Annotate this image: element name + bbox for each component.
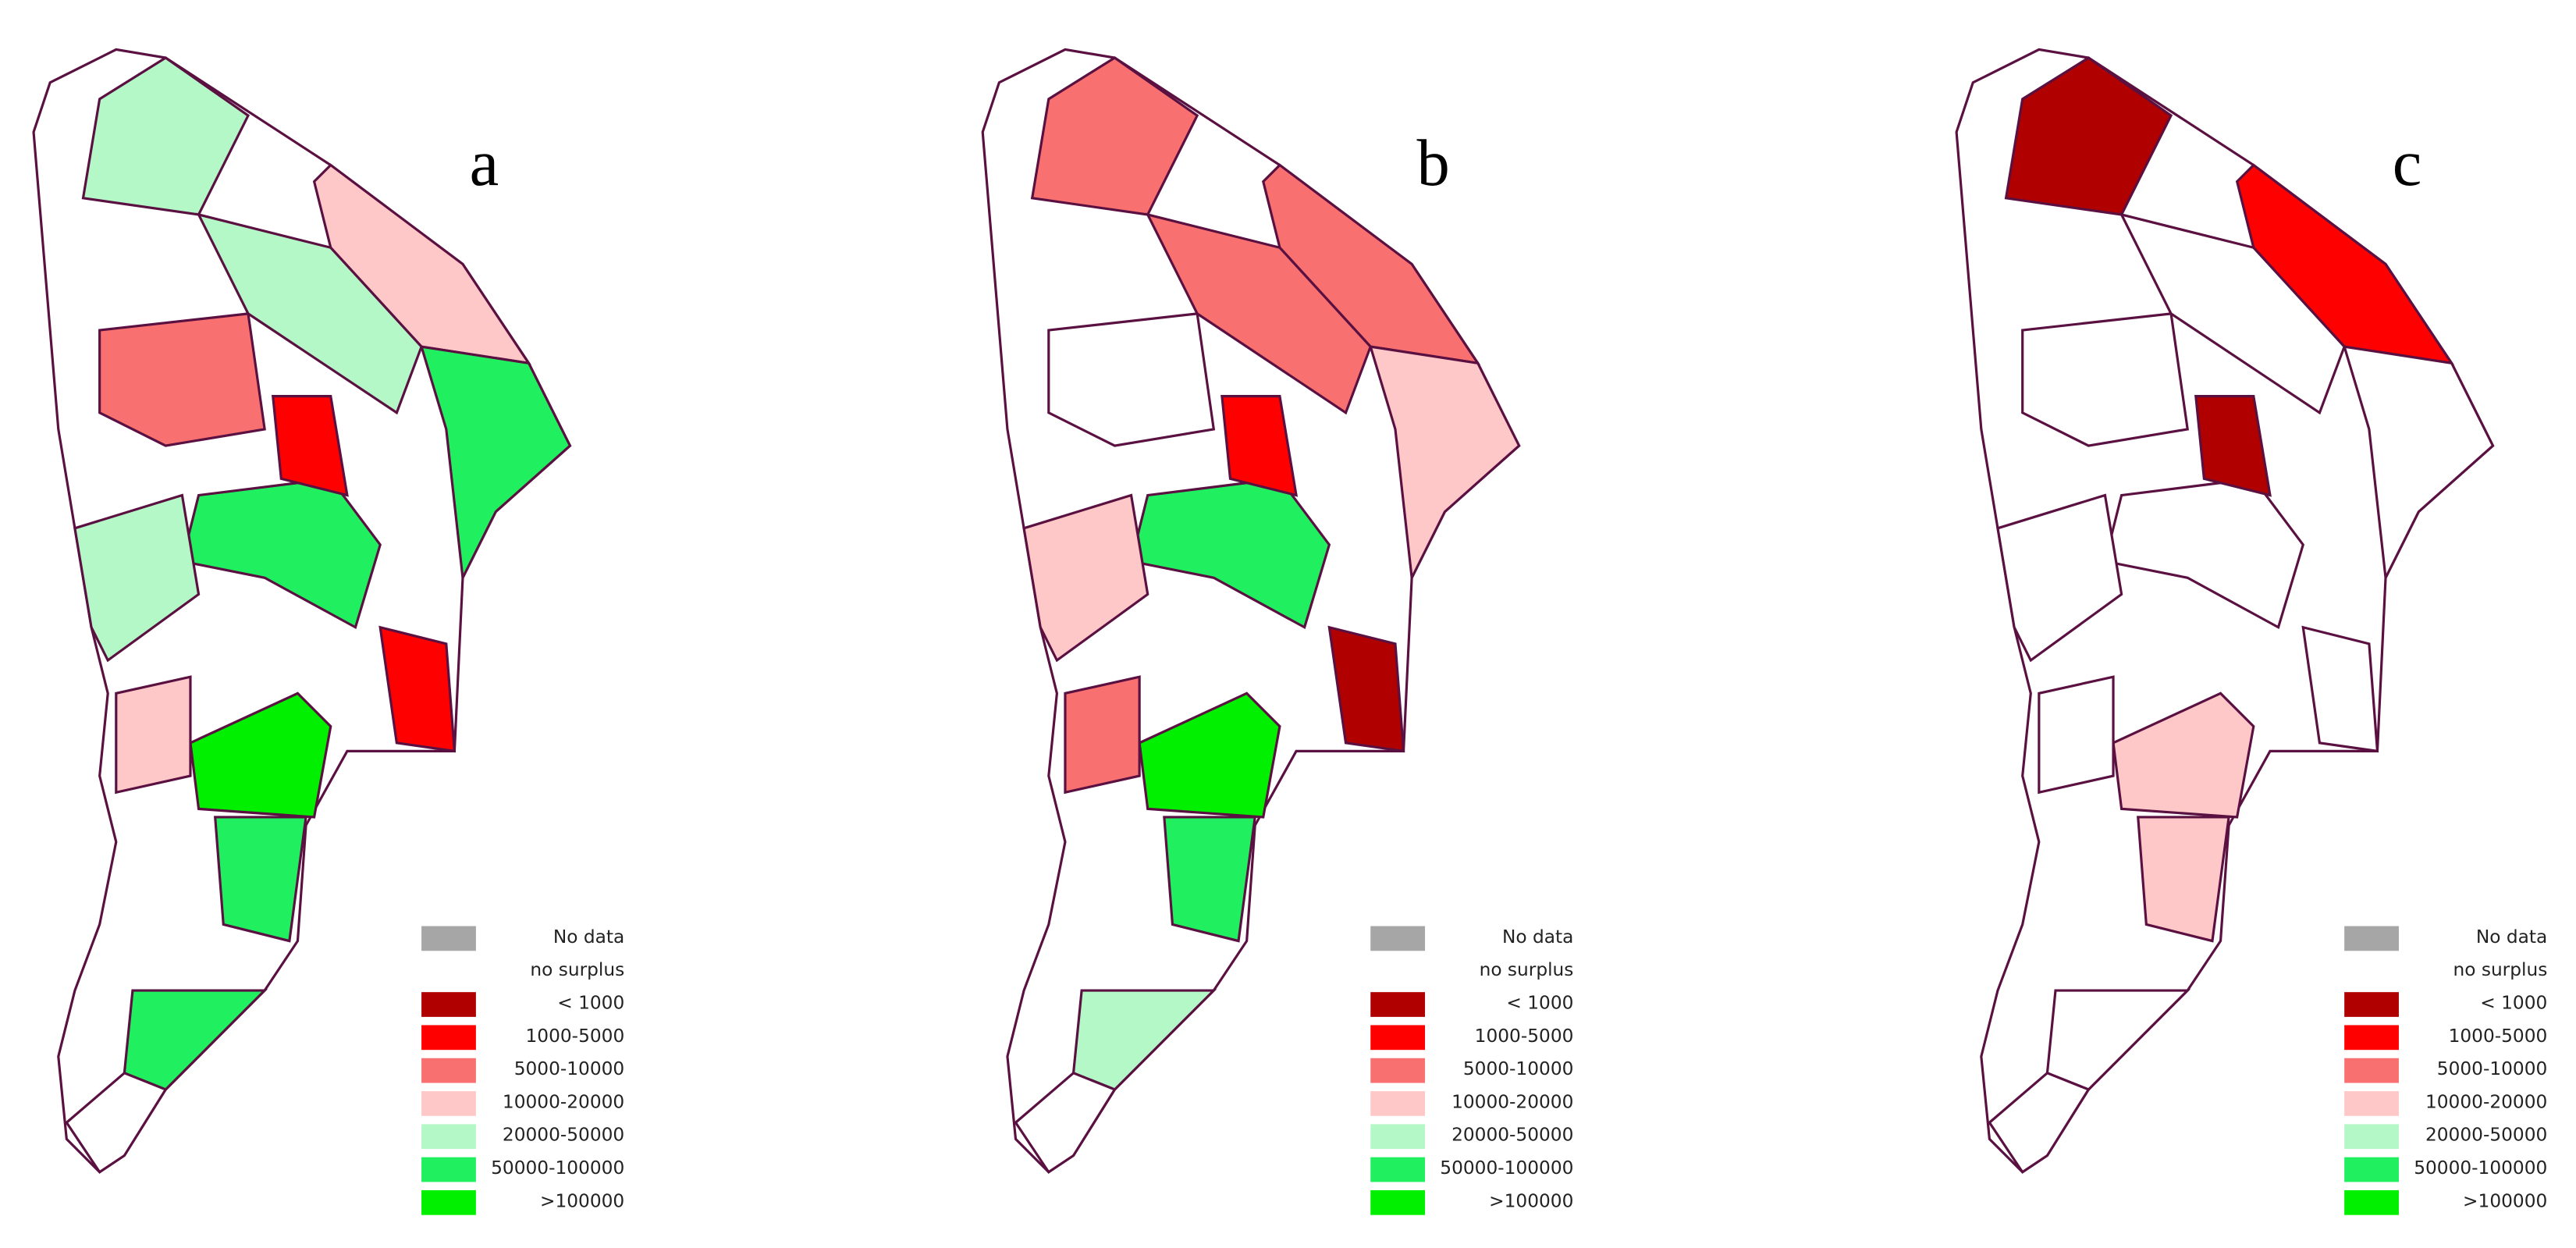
municipality — [1047, 312, 1216, 447]
municipality — [2112, 692, 2255, 819]
legend-label: >100000 — [2463, 1190, 2547, 1211]
legend-swatch — [1370, 926, 1426, 951]
legend-label: < 1000 — [557, 992, 624, 1013]
municipality — [2342, 345, 2495, 582]
legend-label: 5000-10000 — [2437, 1058, 2548, 1079]
legend-swatch — [421, 958, 476, 984]
legend-swatch — [2344, 1189, 2399, 1215]
legend-label: 50000-100000 — [491, 1157, 624, 1179]
legend-swatch — [2344, 1157, 2399, 1182]
legend-swatch — [2344, 992, 2399, 1017]
legend-label: no surplus — [2453, 959, 2547, 980]
legend-swatch — [421, 1124, 476, 1150]
legend-label: 5000-10000 — [1463, 1058, 1574, 1079]
municipality — [81, 56, 250, 216]
legend-swatch — [421, 1157, 476, 1182]
legend-swatch — [2344, 958, 2399, 984]
municipality — [1369, 345, 1521, 582]
municipality — [123, 989, 268, 1091]
municipality — [1022, 493, 1149, 663]
municipality — [1071, 989, 1217, 1091]
legend-label: < 1000 — [2480, 992, 2547, 1013]
municipality — [1327, 625, 1405, 753]
legend-swatch — [2344, 1058, 2399, 1083]
legend-label: 50000-100000 — [1440, 1157, 1573, 1179]
map-panel: a No data no surplus < 1000 1000-5000 5000-10… — [32, 48, 625, 1215]
legend-label: 50000-100000 — [2414, 1157, 2547, 1179]
legend-label: 10000-20000 — [503, 1091, 624, 1112]
municipality — [65, 1071, 168, 1174]
legend-label: 1000-5000 — [2449, 1026, 2548, 1047]
municipality — [271, 395, 349, 497]
legend-label: >100000 — [1489, 1190, 1573, 1211]
legend-label: 10000-20000 — [2425, 1091, 2547, 1112]
panel-label: b — [1416, 127, 1449, 200]
legend-swatch — [1370, 1058, 1426, 1083]
legend-label: No data — [1502, 926, 1573, 948]
legend-swatch — [1370, 1189, 1426, 1215]
municipality — [378, 625, 457, 753]
municipality — [196, 212, 423, 415]
panel-label: a — [470, 127, 499, 200]
legend-label: no surplus — [1480, 959, 1574, 980]
municipality — [419, 345, 572, 582]
legend-label: No data — [2476, 926, 2547, 948]
legend-swatch — [421, 992, 476, 1017]
legend-label: no surplus — [530, 959, 624, 980]
legend-label: 10000-20000 — [1451, 1091, 1573, 1112]
municipality — [1145, 212, 1373, 415]
legend-label: 20000-50000 — [2425, 1125, 2547, 1146]
legend-swatch — [421, 926, 476, 951]
municipality — [2021, 312, 2190, 447]
municipality — [98, 312, 266, 447]
municipality — [1030, 56, 1199, 216]
municipality — [2119, 212, 2346, 415]
legend-label: 20000-50000 — [1451, 1125, 1573, 1146]
municipality — [2004, 56, 2173, 216]
municipality — [2301, 625, 2379, 753]
legend-label: >100000 — [540, 1190, 624, 1211]
municipality — [189, 692, 332, 819]
legend-swatch — [1370, 1124, 1426, 1150]
legend-swatch — [2344, 926, 2399, 951]
municipality — [115, 675, 192, 795]
legend-swatch — [1370, 1157, 1426, 1182]
legend-label: 5000-10000 — [514, 1058, 625, 1079]
legend-swatch — [421, 1189, 476, 1215]
legend-label: 1000-5000 — [1475, 1026, 1574, 1047]
municipality — [2038, 675, 2115, 795]
legend-swatch — [421, 1025, 476, 1051]
legend-swatch — [2344, 1025, 2399, 1051]
municipality — [2137, 816, 2230, 943]
legend-swatch — [2344, 1124, 2399, 1150]
municipality — [1988, 1071, 2091, 1174]
map-panel: c No data no surplus < 1000 1000-5000 5000-10… — [1955, 48, 2548, 1215]
legend-swatch — [2344, 1091, 2399, 1116]
map-panel: b No data no surplus < 1000 1000-5000 5000-10… — [981, 48, 1574, 1215]
legend-label: < 1000 — [1506, 992, 1573, 1013]
municipality — [1996, 493, 2123, 663]
municipality — [1220, 395, 1299, 497]
legend-label: No data — [553, 926, 624, 948]
legend-label: 20000-50000 — [503, 1125, 624, 1146]
municipality — [73, 493, 201, 663]
municipality — [1163, 816, 1257, 943]
legend-swatch — [1370, 1025, 1426, 1051]
municipality — [1138, 692, 1281, 819]
panel-label: c — [2393, 127, 2422, 200]
municipality — [2045, 989, 2191, 1091]
legend-swatch — [421, 1058, 476, 1083]
legend-swatch — [1370, 992, 1426, 1017]
legend-swatch — [421, 1091, 476, 1116]
municipality — [1064, 675, 1141, 795]
legend-swatch — [1370, 958, 1426, 984]
municipality — [2194, 395, 2272, 497]
legend-label: 1000-5000 — [526, 1026, 625, 1047]
legend-swatch — [1370, 1091, 1426, 1116]
municipality — [213, 816, 307, 943]
municipality — [1014, 1071, 1117, 1174]
